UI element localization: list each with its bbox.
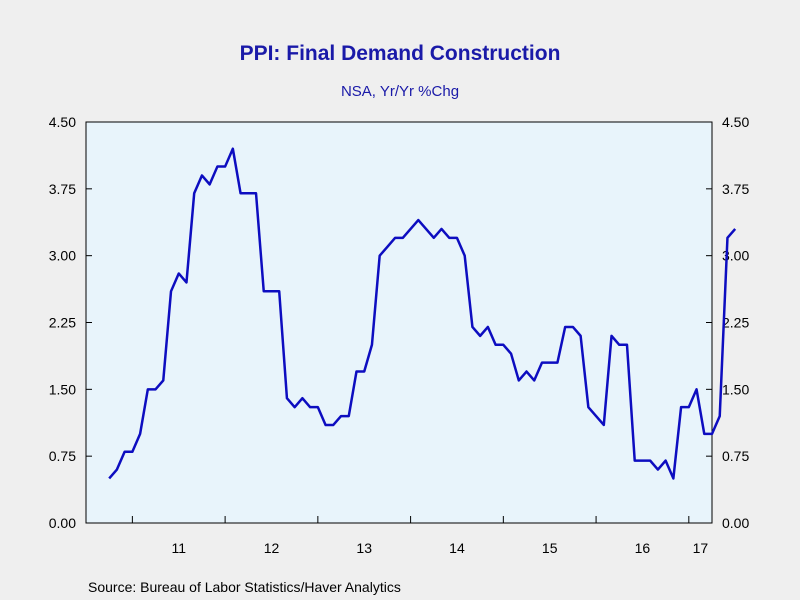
x-tick-label: 11 xyxy=(171,540,186,556)
x-tick-label: 17 xyxy=(693,540,709,556)
x-axis: 11 12 13 14 15 16 17 xyxy=(131,516,709,556)
plot-area xyxy=(85,121,713,524)
source-note: Source: Bureau of Labor Statistics/Haver… xyxy=(88,579,401,595)
chart-title: PPI: Final Demand Construction xyxy=(240,42,561,65)
series-line xyxy=(108,147,737,480)
y-tick-label-left: 4.50 xyxy=(49,114,76,130)
y-tick-label-left: 0.00 xyxy=(49,515,76,531)
y-tick-label-right: 2.25 xyxy=(722,315,749,331)
y-tick-label-right: 1.50 xyxy=(722,381,749,397)
y-tick-label-left: 3.75 xyxy=(49,181,76,197)
y-tick-label-right: 0.75 xyxy=(722,448,749,464)
y-tick-label-right: 3.00 xyxy=(722,248,749,264)
y-axis-left: 0.00 0.75 1.50 2.25 3.00 3.75 4.50 xyxy=(49,114,92,531)
x-tick-label: 15 xyxy=(542,540,558,556)
y-tick-label-left: 3.00 xyxy=(49,248,76,264)
y-tick-label-left: 0.75 xyxy=(49,448,76,464)
x-tick-label: 14 xyxy=(449,540,465,556)
x-tick-label: 12 xyxy=(264,540,280,556)
y-tick-label-right: 0.00 xyxy=(722,515,749,531)
x-tick-label: 13 xyxy=(356,540,372,556)
y-tick-label-left: 1.50 xyxy=(49,381,76,397)
y-tick-label-right: 4.50 xyxy=(722,114,749,130)
x-tick-label: 16 xyxy=(635,540,651,556)
chart-subtitle: NSA, Yr/Yr %Chg xyxy=(341,83,459,100)
y-tick-label-right: 3.75 xyxy=(722,181,749,197)
y-axis-right: 0.00 0.75 1.50 2.25 3.00 3.75 4.50 xyxy=(706,114,749,531)
y-tick-label-left: 2.25 xyxy=(49,315,76,331)
